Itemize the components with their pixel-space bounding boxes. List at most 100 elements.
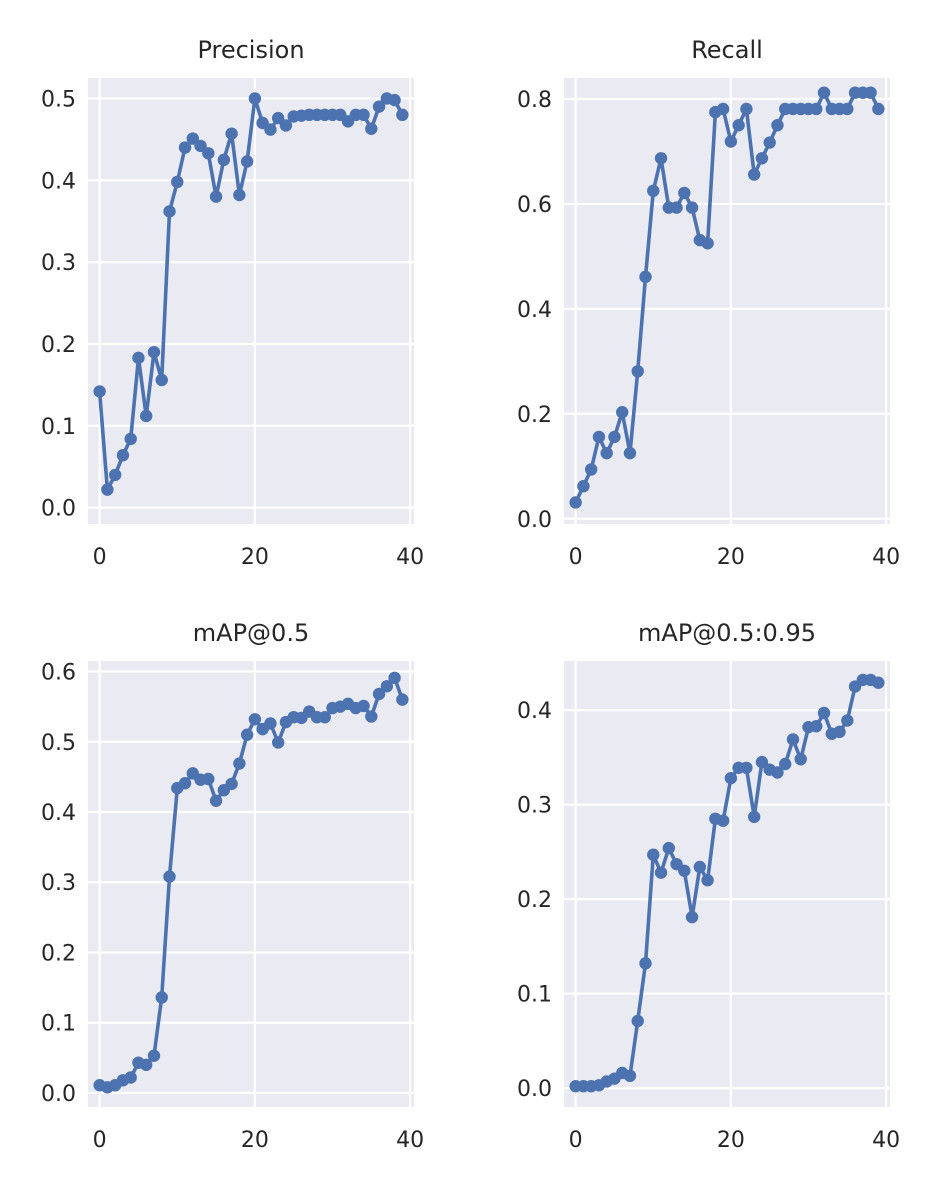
data-point xyxy=(279,119,293,132)
data-point xyxy=(225,127,238,140)
data-point xyxy=(670,201,683,214)
data-point xyxy=(577,480,590,493)
data-point xyxy=(584,463,598,476)
data-point xyxy=(396,108,409,122)
y-tick-label: 0.0 xyxy=(517,508,552,533)
x-tick-label: 40 xyxy=(396,1128,424,1153)
data-point xyxy=(631,365,644,378)
x-tick-label: 40 xyxy=(872,1128,900,1153)
data-point xyxy=(817,86,831,99)
data-point xyxy=(654,866,668,879)
data-point xyxy=(202,772,215,786)
x-tick-label: 20 xyxy=(241,545,269,570)
data-point xyxy=(240,155,254,168)
data-point xyxy=(388,671,401,685)
data-point xyxy=(365,122,378,135)
data-point xyxy=(810,102,823,116)
y-tick-label: 0.2 xyxy=(41,333,76,358)
y-tick-label: 0.0 xyxy=(517,1077,552,1102)
data-point xyxy=(155,373,168,387)
plot-area xyxy=(564,78,890,524)
data-point xyxy=(740,761,753,774)
chart-title: mAP@0.5:0.95 xyxy=(638,619,816,647)
data-point xyxy=(623,446,637,460)
data-point xyxy=(685,910,699,924)
x-tick-label: 0 xyxy=(569,545,583,570)
data-point xyxy=(264,717,277,730)
data-point xyxy=(716,814,730,827)
data-point xyxy=(639,270,652,284)
data-point xyxy=(841,102,854,116)
data-point xyxy=(771,766,784,779)
y-tick-label: 0.3 xyxy=(41,871,76,896)
data-point xyxy=(600,446,613,460)
y-tick-label: 0.2 xyxy=(41,941,76,966)
data-point xyxy=(693,860,707,874)
data-point xyxy=(786,733,800,746)
data-point xyxy=(732,119,745,132)
data-point xyxy=(631,1014,644,1028)
data-point xyxy=(248,92,262,105)
data-point xyxy=(124,432,137,446)
y-tick-label: 0.6 xyxy=(41,661,76,686)
y-tick-label: 0.1 xyxy=(41,415,76,440)
chart-title: mAP@0.5 xyxy=(193,619,309,647)
data-point xyxy=(616,406,629,419)
data-point xyxy=(163,205,176,218)
y-tick-label: 0.4 xyxy=(41,169,76,194)
data-point xyxy=(810,719,823,733)
data-point xyxy=(194,139,207,153)
data-point xyxy=(755,755,769,769)
data-point xyxy=(372,687,386,701)
data-point xyxy=(225,777,238,791)
data-point xyxy=(724,771,738,785)
y-tick-label: 0.4 xyxy=(41,801,76,826)
data-point xyxy=(608,430,621,444)
data-point xyxy=(116,449,130,462)
data-point xyxy=(841,714,854,727)
data-point xyxy=(372,100,386,113)
data-point xyxy=(639,957,652,970)
data-point xyxy=(155,991,168,1004)
data-point xyxy=(171,175,184,189)
y-tick-label: 0.5 xyxy=(41,87,76,112)
data-point xyxy=(248,713,262,726)
data-point xyxy=(202,147,215,160)
y-tick-label: 0.3 xyxy=(517,794,552,819)
data-point xyxy=(140,409,153,423)
data-point xyxy=(678,186,691,200)
data-point xyxy=(209,190,223,203)
y-tick-label: 0.8 xyxy=(517,88,552,113)
data-point xyxy=(178,777,192,790)
data-point xyxy=(124,1071,137,1084)
data-point xyxy=(724,135,738,148)
data-point xyxy=(592,430,606,444)
data-point xyxy=(701,237,714,250)
data-point xyxy=(186,132,199,145)
x-tick-label: 20 xyxy=(241,1128,269,1153)
data-point xyxy=(747,168,761,181)
x-tick-label: 40 xyxy=(396,545,424,570)
data-point xyxy=(357,108,370,122)
chart-title: Precision xyxy=(197,36,304,64)
y-tick-label: 0.1 xyxy=(41,1012,76,1037)
data-point xyxy=(817,706,831,720)
data-point xyxy=(755,152,769,165)
data-point xyxy=(388,93,401,107)
data-point xyxy=(647,848,660,861)
plot-area xyxy=(88,78,414,524)
data-point xyxy=(163,870,176,883)
data-point xyxy=(716,102,730,116)
data-point xyxy=(357,699,370,713)
data-point xyxy=(178,141,192,154)
recall-chart: 0.0 0.2 0.4 0.6 0.8 0 20 40 Recall xyxy=(517,36,900,570)
data-point xyxy=(365,710,378,723)
data-point xyxy=(678,864,691,877)
data-point xyxy=(101,483,114,496)
data-point xyxy=(701,874,714,887)
series-line xyxy=(573,90,881,505)
x-tick-label: 20 xyxy=(717,545,745,570)
map50-95-chart: 0.0 0.1 0.2 0.3 0.4 0 20 40 mAP@0.5:0.95 xyxy=(517,619,900,1153)
y-tick-label: 0.0 xyxy=(41,1082,76,1107)
